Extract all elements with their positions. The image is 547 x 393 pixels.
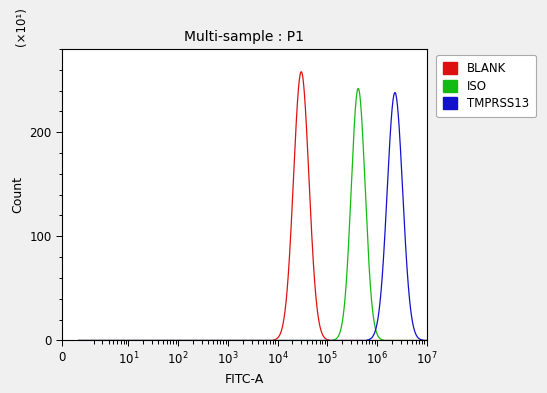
Line: TMPRSS13: TMPRSS13: [79, 93, 427, 340]
Line: BLANK: BLANK: [79, 72, 427, 340]
BLANK: [222, 338, 228, 343]
ISO: [241, 338, 247, 343]
BLANK: [241, 338, 247, 343]
BLANK: [75, 338, 82, 343]
Line: ISO: ISO: [79, 88, 427, 340]
ISO: [222, 338, 228, 343]
TMPRSS13: [222, 338, 228, 343]
Y-axis label: Count: Count: [11, 176, 24, 213]
ISO: [423, 338, 430, 343]
TMPRSS13: [328, 338, 335, 343]
Legend: BLANK, ISO, TMPRSS13: BLANK, ISO, TMPRSS13: [436, 55, 536, 118]
BLANK: [395, 338, 402, 343]
ISO: [355, 86, 362, 91]
TMPRSS13: [241, 338, 247, 343]
Title: Multi-sample : P1: Multi-sample : P1: [184, 29, 304, 44]
BLANK: [413, 338, 420, 343]
ISO: [395, 338, 402, 343]
ISO: [224, 338, 231, 343]
Text: (×10¹): (×10¹): [15, 7, 28, 46]
BLANK: [423, 338, 430, 343]
ISO: [75, 338, 82, 343]
X-axis label: FITC-A: FITC-A: [225, 373, 264, 386]
TMPRSS13: [75, 338, 82, 343]
TMPRSS13: [413, 332, 420, 337]
ISO: [413, 338, 420, 343]
BLANK: [328, 338, 335, 343]
TMPRSS13: [395, 119, 402, 123]
BLANK: [224, 338, 231, 343]
TMPRSS13: [392, 90, 398, 95]
BLANK: [298, 70, 305, 74]
TMPRSS13: [423, 338, 430, 343]
TMPRSS13: [224, 338, 231, 343]
ISO: [328, 338, 335, 343]
